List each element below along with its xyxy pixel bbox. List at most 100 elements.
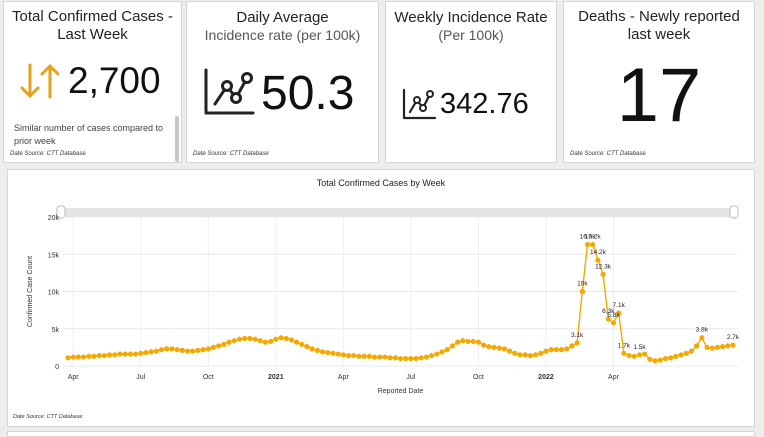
data-point [538, 350, 544, 356]
data-point [512, 350, 518, 356]
data-point [335, 351, 341, 357]
data-point [273, 336, 279, 342]
data-point [688, 348, 695, 354]
data-point [584, 241, 591, 248]
x-tick-label: Oct [473, 374, 484, 381]
data-point [434, 351, 440, 357]
data-point [694, 343, 700, 349]
data-point [574, 340, 580, 346]
data-point [413, 355, 419, 362]
data-point [309, 346, 315, 352]
data-point [709, 345, 715, 351]
data-point [704, 344, 710, 350]
data-point [392, 355, 398, 361]
card-scrollbar[interactable] [175, 116, 179, 162]
card-value: 2,700 [68, 60, 161, 101]
data-point [304, 344, 310, 350]
data-point [257, 338, 263, 344]
data-point [668, 355, 674, 361]
y-tick-label: 10k [48, 290, 60, 297]
data-label: 10k [577, 281, 588, 288]
card-value: 17 [616, 53, 702, 138]
data-point [101, 352, 107, 359]
x-tick-label: 2021 [268, 374, 284, 381]
card-value: 50.3 [261, 67, 355, 120]
data-label: 1.7k [618, 342, 631, 349]
data-point [75, 354, 81, 360]
y-tick-label: 15k [48, 252, 60, 259]
data-point [210, 344, 217, 350]
range-slider-handle-right[interactable] [729, 205, 739, 219]
data-point [319, 349, 326, 355]
data-label: 6.3k [602, 308, 615, 315]
data-point [132, 351, 139, 357]
data-point [579, 288, 585, 295]
data-point [268, 338, 274, 345]
range-slider-handle-left[interactable] [56, 205, 66, 219]
data-point [429, 352, 435, 359]
data-label: 5.8k [607, 312, 620, 319]
data-point [80, 354, 87, 360]
data-point [662, 355, 669, 362]
data-point [190, 348, 196, 354]
data-point [382, 354, 388, 360]
next-panel-edge [7, 431, 755, 437]
data-point [96, 352, 102, 359]
chart-title: Total Confirmed Cases by Week [317, 178, 446, 188]
data-point [231, 338, 237, 344]
data-point [636, 352, 643, 358]
card-deaths-newly-reported: Deaths - Newly reported last week 17 Dat… [563, 1, 755, 163]
data-point [522, 352, 528, 358]
data-point [501, 346, 508, 352]
data-point [247, 335, 253, 342]
data-point [325, 349, 331, 356]
data-point [470, 338, 476, 345]
data-point [340, 352, 346, 358]
data-point [330, 350, 336, 356]
data-point [418, 355, 424, 361]
data-point [714, 344, 721, 350]
data-point [475, 339, 482, 345]
card-note: Similar number of cases compared to prio… [14, 123, 164, 146]
data-label: 12.3k [595, 263, 612, 270]
x-tick-label: Apr [338, 374, 350, 381]
card-subtitle: Incidence rate (per 100k) [204, 27, 361, 43]
data-point [595, 257, 601, 263]
x-tick-label: Oct [203, 374, 214, 381]
data-point [148, 349, 154, 355]
data-source-note: Date Source: CTT Database [13, 414, 82, 420]
weekly-cases-line-chart: Total Confirmed Cases by Week 0 5k 10k 15k 20… [13, 178, 740, 420]
data-point [377, 354, 383, 360]
data-point [299, 341, 305, 347]
data-point [216, 343, 222, 349]
up-down-arrows-icon [20, 63, 60, 99]
data-label: 3.1k [571, 332, 584, 339]
data-point [491, 344, 497, 350]
data-label: 2.7k [727, 334, 740, 341]
data-point [720, 344, 726, 350]
data-point [387, 355, 393, 361]
data-point [288, 337, 294, 343]
y-tick-label: 0 [55, 364, 59, 371]
x-tick-label: Apr [608, 374, 620, 381]
data-point [91, 353, 97, 359]
card-title: Deaths - Newly reported last week [578, 8, 740, 43]
data-point [605, 316, 611, 322]
card-total-confirmed-cases: Total Confirmed Cases - Last Week 2,700 … [3, 1, 182, 163]
data-point [527, 352, 533, 359]
card-title: Total Confirmed Cases - Last Week [12, 8, 173, 43]
x-tick-label: Jul [406, 374, 415, 381]
range-slider-track [60, 208, 736, 217]
data-point [278, 335, 284, 341]
data-point [626, 352, 632, 359]
data-source-note: Date Source: CTT Database [570, 151, 646, 157]
data-point [179, 347, 185, 353]
data-point [262, 339, 269, 345]
data-point [252, 336, 258, 342]
x-tick-label: Apr [68, 374, 80, 381]
data-source-note: Date Source: CTT Database [193, 151, 269, 157]
data-point [532, 352, 539, 358]
data-point [652, 358, 658, 364]
data-point [403, 355, 409, 362]
data-point [397, 355, 404, 362]
